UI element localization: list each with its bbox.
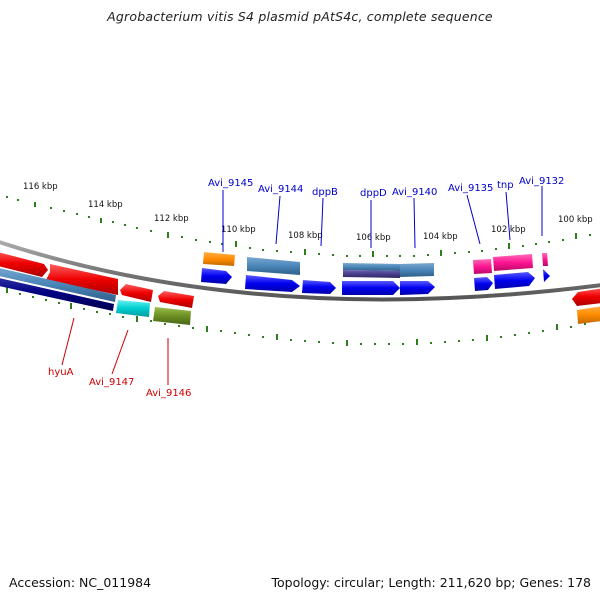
scale-label: 104 kbp <box>423 232 458 242</box>
leader-line <box>61 317 75 366</box>
gene-feature-blue-arrow[interactable] <box>494 272 535 289</box>
gene-feature-red-arrow[interactable] <box>120 284 153 302</box>
gene-feature-magenta[interactable] <box>542 253 548 266</box>
gene-feature-red-arrow[interactable] <box>158 291 194 308</box>
scale-label: 114 kbp <box>88 200 123 210</box>
gene-label[interactable]: Avi_9144 <box>258 184 303 195</box>
gene-feature-magenta[interactable] <box>473 259 492 274</box>
leader-line <box>320 197 324 247</box>
leader-line <box>413 197 416 249</box>
gene-feature-steelblue[interactable] <box>247 257 300 275</box>
gene-label-leaders <box>61 186 543 385</box>
central-gene-features <box>201 252 435 295</box>
left-gene-features <box>0 250 194 325</box>
leader-line <box>505 191 511 241</box>
gene-labels-top: Avi_9145 Avi_9144 dppB dppD Avi_9140 Avi… <box>208 176 564 199</box>
gene-feature-blue-arrow[interactable] <box>474 277 493 291</box>
leader-line <box>111 329 129 375</box>
map-title: Agrobacterium vitis S4 plasmid pAtS4c, c… <box>107 9 493 24</box>
right-gene-features <box>473 253 600 324</box>
topology-summary-text: Topology: circular; Length: 211,620 bp; … <box>271 575 592 590</box>
gene-feature-magenta[interactable] <box>493 254 533 271</box>
gene-label[interactable]: Avi_9147 <box>89 377 134 388</box>
backbone-arc <box>0 240 600 302</box>
gene-feature-blue-arrow[interactable] <box>400 281 435 295</box>
gene-feature-cyan[interactable] <box>116 300 150 317</box>
gene-feature-blue-arrow[interactable] <box>201 268 232 284</box>
gene-label[interactable]: Avi_9135 <box>448 183 493 194</box>
inner-tick-arc <box>6 287 586 346</box>
gene-label[interactable]: tnp <box>497 180 514 191</box>
gene-feature-red-arrow[interactable] <box>572 287 600 306</box>
scale-label: 116 kbp <box>23 182 58 192</box>
gene-label[interactable]: dppB <box>312 187 338 198</box>
gene-feature-steelblue[interactable] <box>400 263 434 277</box>
scale-label: 112 kbp <box>154 214 189 224</box>
gene-feature-slate[interactable] <box>343 270 400 278</box>
leader-line <box>275 195 281 245</box>
gene-labels-bottom: hyuA Avi_9147 Avi_9146 <box>48 367 191 399</box>
outer-tick-arc <box>6 196 591 257</box>
gene-feature-steelblue[interactable] <box>343 263 400 271</box>
scale-label: 110 kbp <box>221 225 256 235</box>
gene-label[interactable]: Avi_9132 <box>519 176 564 187</box>
gene-feature-red-arrow[interactable] <box>0 250 48 277</box>
gene-feature-steelblue[interactable] <box>0 266 116 302</box>
gene-feature-blue-arrow[interactable] <box>342 281 400 295</box>
gene-label[interactable]: Avi_9145 <box>208 178 253 189</box>
leader-line <box>466 194 481 245</box>
gene-label[interactable]: hyuA <box>48 367 74 378</box>
gene-feature-navy[interactable] <box>0 276 114 311</box>
gene-label[interactable]: Avi_9140 <box>392 187 437 198</box>
gene-label[interactable]: Avi_9146 <box>146 388 191 399</box>
gene-feature-red-arrow[interactable] <box>46 264 118 295</box>
gene-feature-orange[interactable] <box>203 252 235 266</box>
gene-feature-olive[interactable] <box>153 307 191 325</box>
gene-feature-orange[interactable] <box>577 305 600 324</box>
gene-feature-blue-arrow[interactable] <box>302 280 336 294</box>
scale-labels: 116 kbp 114 kbp 112 kbp 110 kbp 108 kbp … <box>23 182 593 243</box>
scale-label: 106 kbp <box>356 233 391 243</box>
gene-feature-blue-arrow[interactable] <box>245 275 300 292</box>
scale-label: 100 kbp <box>558 215 593 225</box>
scale-label: 102 kbp <box>491 225 526 235</box>
accession-text: Accession: NC_011984 <box>9 575 152 590</box>
scale-label: 108 kbp <box>288 231 323 241</box>
gene-label[interactable]: dppD <box>360 188 387 199</box>
gene-feature-blue-arrow[interactable] <box>543 269 550 282</box>
